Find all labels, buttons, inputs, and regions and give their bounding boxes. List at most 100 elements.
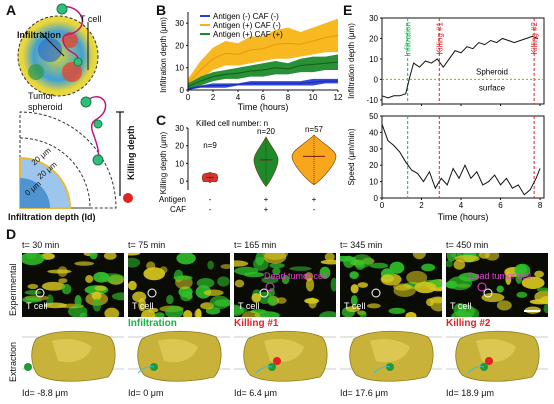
extraction-render-4 xyxy=(446,325,548,383)
experimental-image-4 xyxy=(446,253,548,317)
fluorescent-blob xyxy=(241,310,261,317)
fluorescent-blob xyxy=(183,310,193,317)
fluorescent-blob xyxy=(412,253,426,260)
extraction-render-1 xyxy=(128,325,230,383)
fluorescent-blob xyxy=(534,270,544,278)
fluorescent-blob xyxy=(289,266,312,271)
x-tick-label: 2 xyxy=(211,93,216,102)
spheroid-highlight xyxy=(52,339,92,363)
dead-cell-marker xyxy=(477,282,487,292)
violin-n-label: n=9 xyxy=(203,141,217,150)
t-cell-label: T cell xyxy=(80,14,102,24)
fluorescent-blob xyxy=(349,271,359,280)
violin-n-label: n=20 xyxy=(257,127,276,136)
x-tick-label: 2 xyxy=(419,201,424,210)
fluorescent-blob xyxy=(67,305,88,317)
dead-tumor-cell-label-2: Dead tumor cell xyxy=(264,271,328,281)
series-band-0 xyxy=(188,18,338,88)
extraction-render-graphic xyxy=(234,330,336,382)
fluorescent-blob xyxy=(346,305,361,313)
x-tick-label: 6 xyxy=(498,201,503,210)
id-label-4: Id= 18.9 μm xyxy=(446,388,494,398)
y-tick-label: 30 xyxy=(369,14,378,23)
fluorescent-blob xyxy=(267,296,278,307)
row-antigen-label: Antigen xyxy=(159,195,186,204)
fluorescent-blob xyxy=(305,278,315,292)
event-label-1: Infiltration xyxy=(128,318,177,329)
fluorescent-blob xyxy=(272,267,281,276)
fluorescent-blob xyxy=(446,260,453,268)
fluorescent-blob xyxy=(421,263,436,272)
fluorescent-blob xyxy=(173,275,193,281)
fluorescent-blob xyxy=(22,296,41,303)
t-cell-label-3: T cell xyxy=(344,301,366,311)
series-line-0 xyxy=(187,34,339,84)
fluorescent-blob xyxy=(26,253,37,260)
fluorescent-blob xyxy=(255,253,265,266)
fluorescent-blob xyxy=(366,303,381,309)
dead-cell-marker xyxy=(265,282,275,292)
fluorescent-blob xyxy=(128,257,141,268)
experimental-image-2 xyxy=(234,253,336,317)
x-tick-label: 12 xyxy=(334,93,342,102)
t-cell-label-1: T cell xyxy=(132,301,154,311)
chart-c-title: Killed cell number: n xyxy=(196,119,268,128)
experimental-image-graphic xyxy=(340,253,442,317)
fluorescent-blob xyxy=(234,260,249,267)
y-axis-label: Infiltration depth (μm) xyxy=(159,17,168,93)
experimental-image-graphic xyxy=(234,253,336,317)
y-tick-label: 0 xyxy=(374,75,379,84)
fluorescent-blob xyxy=(94,285,107,291)
t-cell-marker xyxy=(259,288,269,298)
marker-label-2: Killing #2 xyxy=(530,21,539,54)
fluorescent-blob xyxy=(467,307,480,317)
fluorescent-blob xyxy=(388,307,406,314)
fluorescent-blob xyxy=(85,275,94,283)
panel-label-e: E xyxy=(343,2,353,18)
y-tick-label: 30 xyxy=(175,124,184,133)
x-tick-label: 8 xyxy=(538,201,543,210)
experimental-image-graphic xyxy=(22,253,124,317)
fluorescent-blob xyxy=(24,290,42,295)
x-axis-label: Time (hours) xyxy=(438,212,489,222)
fluorescent-blob xyxy=(268,287,275,297)
dead-tumor-cell-label-4: Dead tumor cell xyxy=(468,271,532,281)
fluorescent-blob xyxy=(217,276,230,287)
fluorescent-blob xyxy=(92,298,102,312)
time-label-1: t= 75 min xyxy=(128,240,166,250)
y-tick-label: 30 xyxy=(175,19,184,28)
caf-value: + xyxy=(264,205,269,214)
fluorescent-blob xyxy=(516,291,528,298)
t-cell-marker xyxy=(483,288,493,298)
spheroid-highlight xyxy=(370,339,410,363)
fluorescent-blob xyxy=(103,253,117,260)
experimental-image-0 xyxy=(22,253,124,317)
y-tick-label: -10 xyxy=(366,96,378,105)
fluorescent-blob xyxy=(304,272,314,281)
fluorescent-blob xyxy=(194,309,202,317)
series-band-1 xyxy=(188,54,338,90)
extraction-render-3 xyxy=(340,325,442,383)
fluorescent-blob xyxy=(178,286,193,298)
fluorescent-blob xyxy=(234,279,245,288)
bottom-panel-frame xyxy=(381,115,545,199)
extraction-render-0 xyxy=(22,325,124,383)
fluorescent-blob xyxy=(234,304,245,317)
legend-label: Antigen (-) CAF (-) xyxy=(213,12,279,21)
id-label-0: Id= -8.8 μm xyxy=(22,388,68,398)
fluorescent-blob xyxy=(330,277,336,292)
y-tick-label: 20 xyxy=(175,41,184,50)
series-line-2 xyxy=(187,80,338,90)
infiltration-depth-label: Infiltration depth (Id) xyxy=(8,212,96,222)
fluorescent-blob xyxy=(166,294,174,305)
fluorescent-blob xyxy=(496,285,504,293)
infiltration-label: Infiltration xyxy=(17,30,61,40)
killed-cell-icon xyxy=(123,193,133,203)
fluorescent-blob xyxy=(521,276,545,289)
fluorescent-blob xyxy=(220,264,230,269)
x-tick-label: 10 xyxy=(309,93,318,102)
killing-depth-label: Killing depth xyxy=(126,125,136,181)
fluorescent-blob xyxy=(203,289,224,296)
fluorescent-blob xyxy=(304,297,319,304)
